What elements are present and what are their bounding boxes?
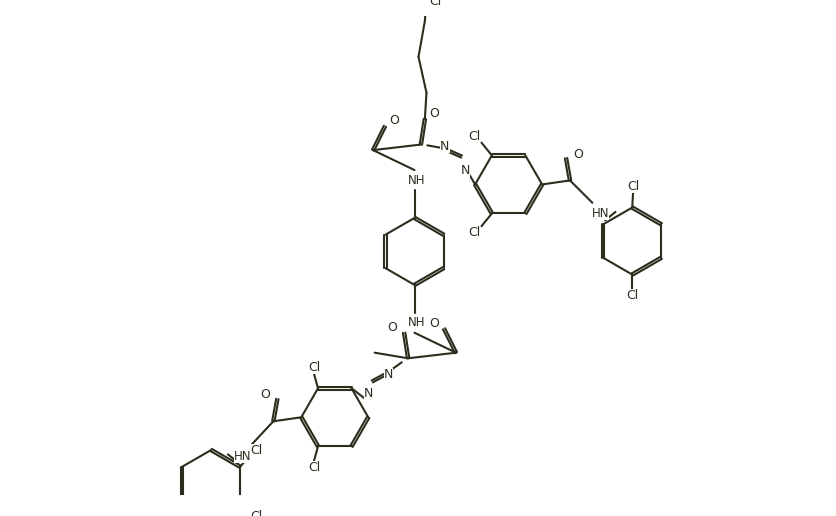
Text: HN: HN	[591, 207, 609, 220]
Text: Cl: Cl	[308, 461, 320, 474]
Text: O: O	[429, 317, 439, 330]
Text: Cl: Cl	[250, 510, 262, 516]
Text: NH: NH	[408, 316, 426, 329]
Text: O: O	[260, 389, 270, 401]
Text: O: O	[390, 114, 399, 127]
Text: NH: NH	[408, 174, 426, 187]
Text: Cl: Cl	[625, 289, 638, 302]
Text: Cl: Cl	[429, 0, 441, 8]
Text: Cl: Cl	[626, 180, 639, 194]
Text: HN: HN	[234, 450, 252, 463]
Text: N: N	[440, 140, 449, 153]
Text: O: O	[387, 320, 396, 334]
Text: O: O	[573, 148, 582, 160]
Text: Cl: Cl	[467, 130, 480, 143]
Text: Cl: Cl	[467, 226, 480, 239]
Text: Cl: Cl	[250, 444, 262, 457]
Text: N: N	[383, 368, 392, 381]
Text: N: N	[363, 387, 373, 400]
Text: O: O	[429, 107, 439, 120]
Text: Cl: Cl	[308, 361, 320, 374]
Text: N: N	[461, 164, 470, 176]
